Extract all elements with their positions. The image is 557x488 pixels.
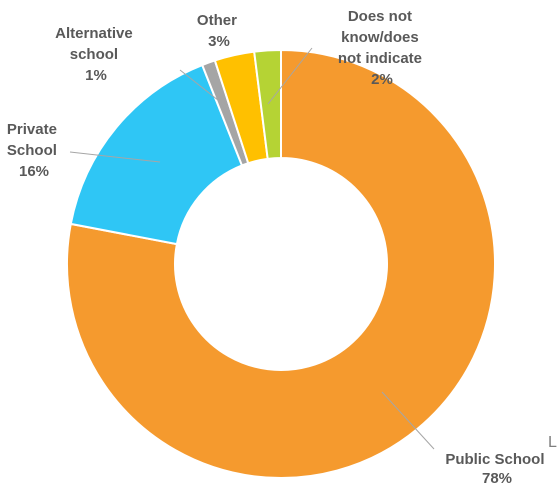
data-label-public-school: Public School 78% bbox=[445, 451, 548, 487]
slice-private-school bbox=[69, 63, 244, 246]
stray-glyph: L bbox=[548, 434, 557, 451]
data-label-private-school: Private School 16% bbox=[7, 121, 61, 180]
leader-line-does-not-know bbox=[267, 47, 313, 105]
slice-public-school bbox=[66, 48, 496, 479]
data-label-alternative-school: Alternative school 1% bbox=[55, 25, 137, 84]
leader-line-private-school bbox=[69, 151, 161, 163]
data-label-does-not-know: Does not know/does not indicate 2% bbox=[338, 8, 426, 88]
slices-group bbox=[66, 48, 496, 479]
leader-line-public-school bbox=[381, 391, 435, 450]
data-label-other: Other 3% bbox=[197, 12, 241, 50]
slice-does-not-know-does-not-indicate bbox=[253, 48, 282, 160]
leader-line-alternative-school bbox=[179, 69, 229, 109]
